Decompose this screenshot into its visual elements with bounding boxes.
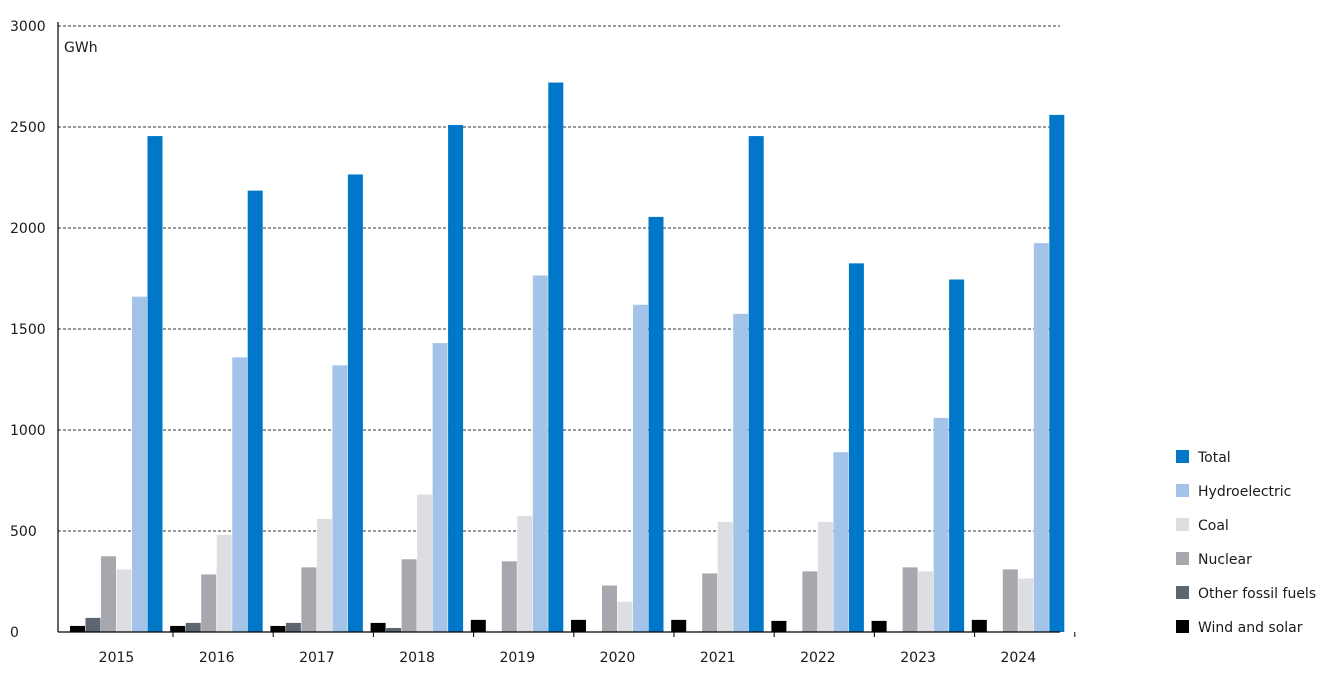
x-tick-label: 2015 <box>99 650 135 666</box>
bar <box>517 515 533 632</box>
bar <box>702 573 718 632</box>
y-tick-label: 1500 <box>10 322 46 338</box>
y-tick-label: 3000 <box>10 19 46 35</box>
bar <box>918 571 934 632</box>
bar <box>1049 114 1065 632</box>
legend-label: Wind and solar <box>1198 620 1303 636</box>
legend-swatch <box>1176 450 1189 463</box>
bar <box>232 357 248 632</box>
bar <box>671 619 687 632</box>
bar <box>216 535 232 632</box>
legend-label: Hydroelectric <box>1198 484 1291 500</box>
bar <box>532 275 548 632</box>
bar <box>470 619 486 632</box>
bar <box>971 619 987 632</box>
y-tick-label: 0 <box>10 625 19 641</box>
unit-label: GWh <box>64 40 98 56</box>
bar <box>1002 569 1018 632</box>
y-tick-label: 2500 <box>10 120 46 136</box>
y-tick-label: 1000 <box>10 423 46 439</box>
bar <box>201 574 217 632</box>
bar <box>733 313 749 632</box>
bar <box>417 494 433 632</box>
bar <box>902 567 918 632</box>
bar <box>370 622 386 632</box>
x-tick-label: 2019 <box>499 650 535 666</box>
bar <box>717 521 733 632</box>
x-tick-label: 2018 <box>399 650 435 666</box>
bar <box>571 619 586 632</box>
bar <box>501 561 517 632</box>
legend-swatch <box>1176 518 1189 531</box>
x-tick-label: 2021 <box>700 650 736 666</box>
bar <box>147 136 163 632</box>
bar <box>802 571 818 632</box>
bar <box>848 263 864 632</box>
bar <box>185 622 201 632</box>
legend-label: Other fossil fuels <box>1198 586 1316 602</box>
bar <box>817 521 833 632</box>
legend-swatch <box>1176 552 1189 565</box>
bar <box>386 627 402 632</box>
bar <box>933 417 949 632</box>
x-tick-label: 2022 <box>800 650 836 666</box>
bar <box>170 625 186 632</box>
bar <box>833 452 849 632</box>
bar <box>448 124 464 632</box>
y-tick-label: 2000 <box>10 221 46 237</box>
bar <box>132 296 147 632</box>
bar <box>116 569 132 632</box>
bar <box>301 567 317 632</box>
bar <box>1033 243 1049 632</box>
legend-swatch <box>1176 620 1189 633</box>
bar <box>85 617 101 632</box>
x-tick-label: 2023 <box>900 650 936 666</box>
bar <box>332 365 348 632</box>
legend-label: Nuclear <box>1198 552 1252 568</box>
bar <box>316 518 332 632</box>
bar <box>285 622 301 632</box>
x-tick-label: 2020 <box>600 650 636 666</box>
x-tick-label: 2016 <box>199 650 235 666</box>
y-tick-label: 500 <box>10 524 37 540</box>
bar <box>247 190 263 632</box>
x-tick-label: 2017 <box>299 650 335 666</box>
bar <box>617 601 633 632</box>
legend-swatch <box>1176 484 1189 497</box>
bar <box>1018 578 1034 632</box>
tick-labels: 0 500 1000 1500 2000 2500 3000 2015 2016 2017 2018… <box>10 19 1036 666</box>
axes <box>57 22 1076 637</box>
bar <box>347 174 363 632</box>
x-tick-label: 2024 <box>1000 650 1036 666</box>
bar <box>548 82 564 632</box>
bar <box>633 304 648 632</box>
bar <box>648 216 664 632</box>
legend-swatch <box>1176 586 1189 599</box>
legend-label: Total <box>1197 450 1231 466</box>
bar <box>771 620 787 632</box>
legend-label: Coal <box>1198 518 1229 534</box>
bar <box>949 279 965 632</box>
bar <box>432 343 448 632</box>
bar <box>70 625 85 632</box>
bar <box>401 559 417 632</box>
bar <box>748 136 764 632</box>
bar <box>101 556 116 632</box>
bar <box>871 620 887 632</box>
bar <box>602 585 617 632</box>
bar <box>270 625 286 632</box>
legend: Total Hydroelectric Coal Nuclear Other fossi… <box>1176 450 1316 636</box>
bars <box>70 82 1065 632</box>
